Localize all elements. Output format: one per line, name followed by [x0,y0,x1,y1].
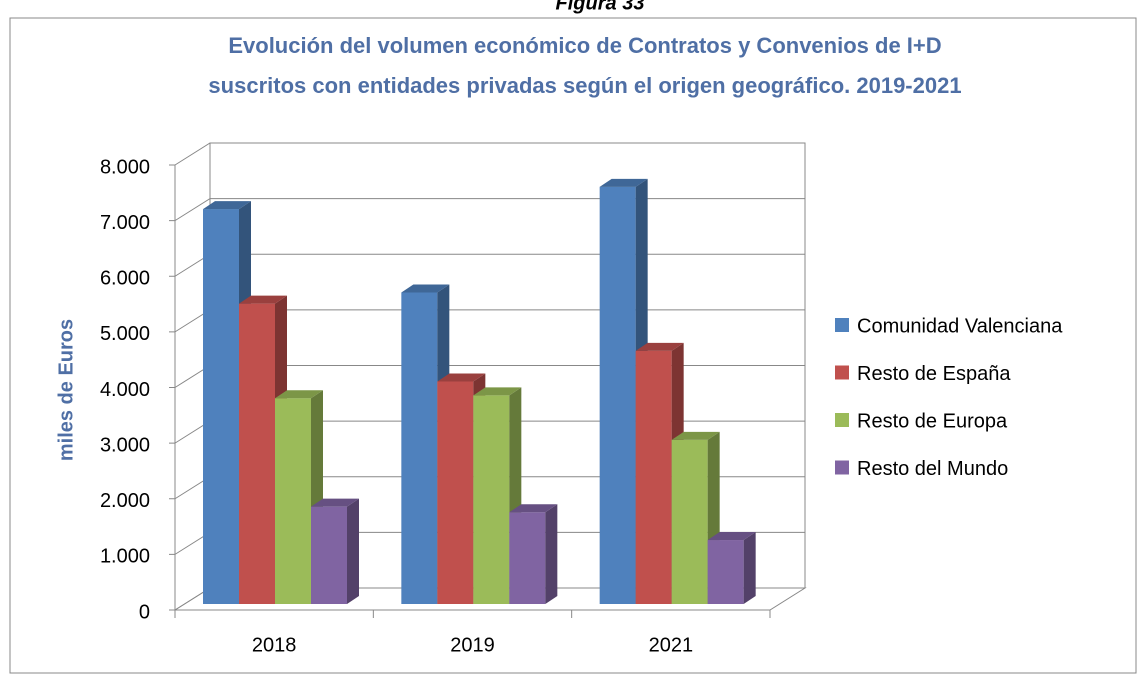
bar [275,398,311,604]
bar [239,303,275,604]
bar-top [437,373,486,382]
bar-top [275,390,323,399]
bar-top [311,498,359,507]
bar-side [347,498,359,604]
bar-top [707,532,756,541]
bar [707,540,744,604]
y-tick-label: 1.000 [100,546,150,568]
bar [671,439,708,604]
bar [203,209,239,604]
bar-top [473,387,522,396]
grid-line [174,198,805,222]
grid-line [174,253,805,277]
bar-top [401,284,450,293]
bar-top [239,295,287,304]
bar-top [509,504,558,513]
legend-swatch [835,460,849,475]
chart-title: suscritos con entidades privadas según e… [208,73,961,98]
legend-swatch [835,365,849,380]
bar [401,292,438,604]
x-tick-label: 2018 [252,634,297,656]
bar [509,512,546,604]
legend-label: Comunidad Valenciana [857,315,1063,337]
legend-swatch [835,318,849,332]
chart-border [9,17,1137,674]
chart-title: Evolución del volumen económico de Contr… [228,33,941,58]
bar-side [743,532,756,604]
y-tick-label: 4.000 [100,379,150,401]
x-tick-label: 2019 [450,634,495,656]
x-tick-label: 2021 [649,634,694,656]
y-tick-label: 8.000 [100,156,150,178]
y-tick-label: 6.000 [100,268,150,290]
bar [473,395,510,604]
bar-top [635,342,684,351]
legend-label: Resto de Europa [857,410,1008,432]
y-tick-label: 2.000 [100,490,150,512]
bar-top [203,201,251,210]
bar [599,186,636,604]
bar [311,506,347,604]
legend-label: Resto del Mundo [857,458,1008,480]
grid-line [174,142,805,166]
bar-side [545,504,558,604]
legend-label: Resto de España [857,363,1011,385]
y-tick-label: 0 [139,601,150,623]
y-tick-label: 3.000 [100,434,150,456]
bar-top [599,178,648,187]
y-tick-label: 5.000 [100,323,150,345]
caption: Figura 33 [556,0,645,14]
y-axis-title: miles de Euros [55,319,77,461]
y-tick-label: 7.000 [100,212,150,234]
bar-top [671,431,720,440]
bar [635,350,672,604]
bar [437,381,474,604]
legend-swatch [835,413,849,427]
